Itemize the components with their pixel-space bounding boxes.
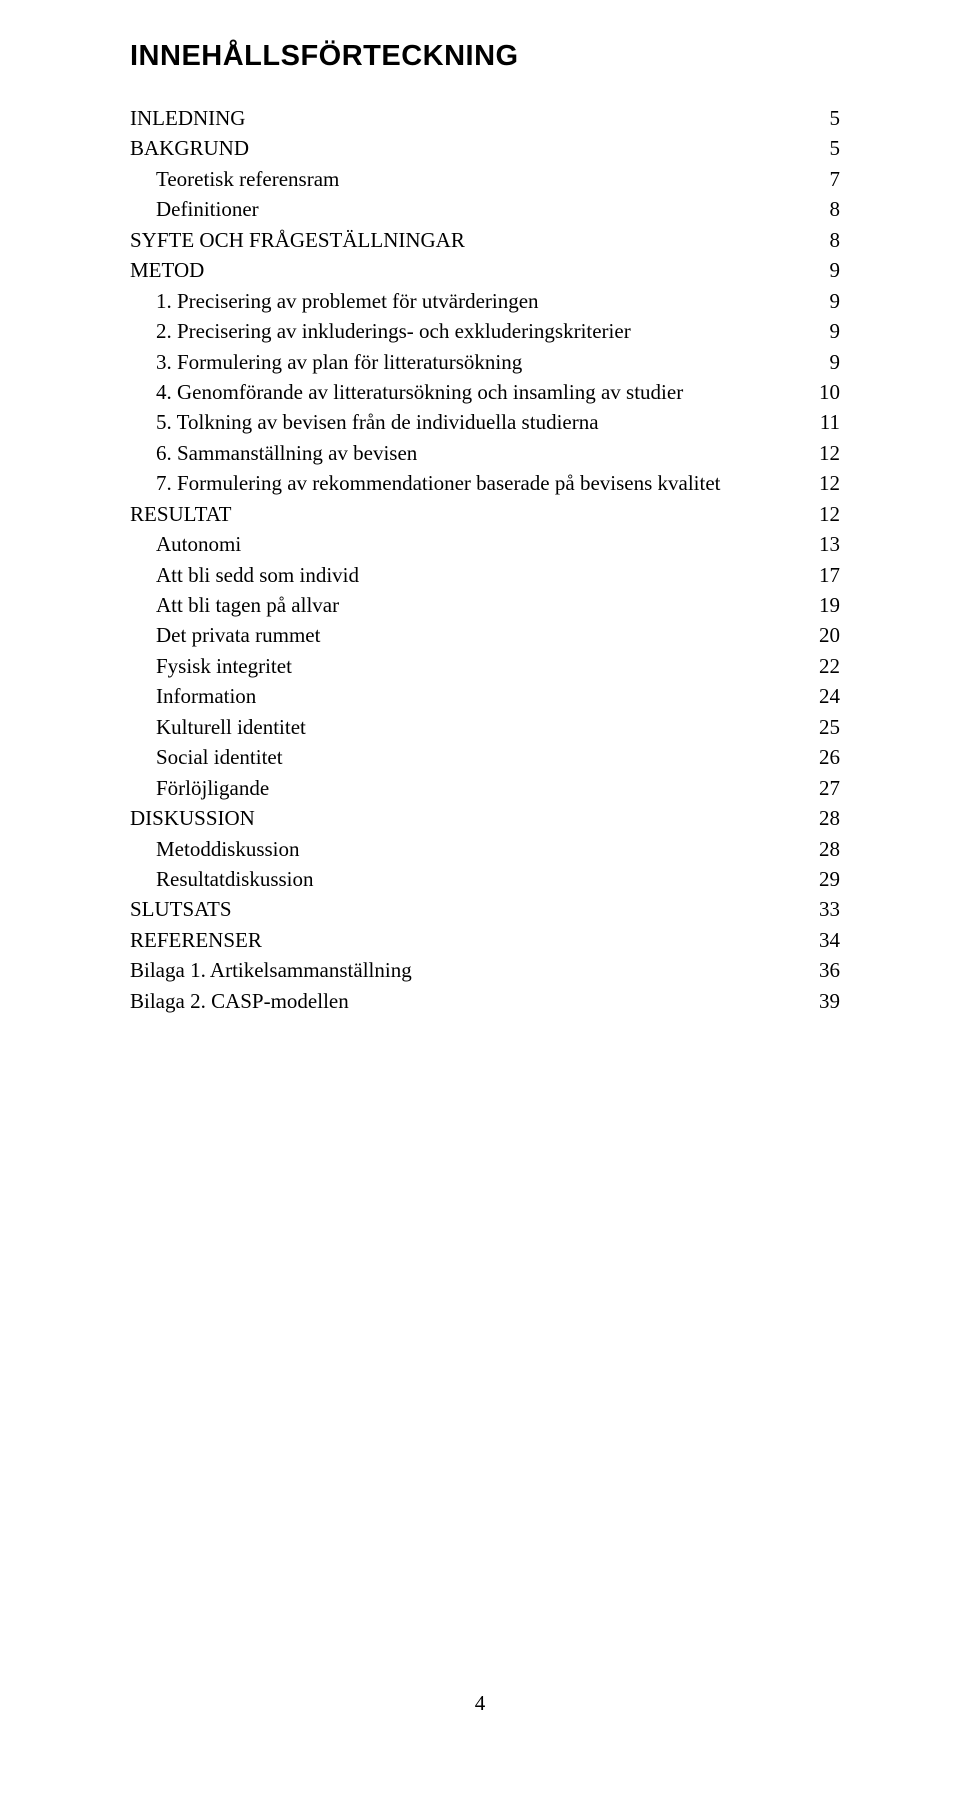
toc-entry: Att bli tagen på allvar 19 — [130, 590, 840, 620]
toc-entry-label: 4. Genomförande av litteratursökning och… — [156, 377, 683, 407]
toc-entry-page: 9 — [814, 316, 840, 346]
toc-entry: SYFTE OCH FRÅGESTÄLLNINGAR 8 — [130, 225, 840, 255]
toc-entry: SLUTSATS 33 — [130, 894, 840, 924]
toc-entry-page: 12 — [814, 499, 840, 529]
toc-entry-label: METOD — [130, 255, 204, 285]
page-title: INNEHÅLLSFÖRTECKNING — [130, 40, 840, 73]
toc-entry: Metoddiskussion 28 — [130, 834, 840, 864]
toc-entry-label: Autonomi — [156, 529, 241, 559]
toc-entry-page: 13 — [814, 529, 840, 559]
toc-entry-label: Att bli tagen på allvar — [156, 590, 339, 620]
toc-entry-label: Bilaga 2. CASP-modellen — [130, 986, 349, 1016]
toc-entry-page: 9 — [814, 286, 840, 316]
toc-entry-label: SYFTE OCH FRÅGESTÄLLNINGAR — [130, 225, 465, 255]
toc-entry: Bilaga 1. Artikelsammanställning 36 — [130, 955, 840, 985]
toc-entry-page: 8 — [814, 194, 840, 224]
toc-entry-label: DISKUSSION — [130, 803, 255, 833]
toc-entry: Att bli sedd som individ 17 — [130, 560, 840, 590]
toc-entry-label: 1. Precisering av problemet för utvärder… — [156, 286, 539, 316]
toc-entry: 4. Genomförande av litteratursökning och… — [130, 377, 840, 407]
toc-entry: Förlöjligande 27 — [130, 773, 840, 803]
toc-entry-page: 24 — [814, 681, 840, 711]
toc-entry-page: 11 — [814, 407, 840, 437]
toc-entry-page: 22 — [814, 651, 840, 681]
toc-entry-page: 5 — [814, 133, 840, 163]
toc-entry: Resultatdiskussion 29 — [130, 864, 840, 894]
toc-entry: RESULTAT 12 — [130, 499, 840, 529]
toc-entry-label: BAKGRUND — [130, 133, 249, 163]
toc-entry-page: 26 — [814, 742, 840, 772]
toc-entry: Fysisk integritet 22 — [130, 651, 840, 681]
toc-entry-label: Teoretisk referensram — [156, 164, 339, 194]
toc-entry: 6. Sammanställning av bevisen 12 — [130, 438, 840, 468]
toc-entry-page: 36 — [814, 955, 840, 985]
toc-entry: Kulturell identitet 25 — [130, 712, 840, 742]
toc-entry: 5. Tolkning av bevisen från de individue… — [130, 407, 840, 437]
toc-entry-label: Kulturell identitet — [156, 712, 306, 742]
toc-entry-label: Metoddiskussion — [156, 834, 300, 864]
toc-entry-page: 34 — [814, 925, 840, 955]
toc-entry-page: 12 — [814, 468, 840, 498]
toc-entry-label: REFERENSER — [130, 925, 262, 955]
toc-entry-label: Resultatdiskussion — [156, 864, 314, 894]
toc-entry-label: Att bli sedd som individ — [156, 560, 359, 590]
toc-entry: 7. Formulering av rekommendationer baser… — [130, 468, 840, 498]
toc-entry: DISKUSSION 28 — [130, 803, 840, 833]
toc-entry-label: 2. Precisering av inkluderings- och exkl… — [156, 316, 631, 346]
toc-entry: REFERENSER 34 — [130, 925, 840, 955]
toc-entry-label: Bilaga 1. Artikelsammanställning — [130, 955, 412, 985]
toc-entry: Teoretisk referensram 7 — [130, 164, 840, 194]
toc-entry-page: 9 — [814, 255, 840, 285]
page-number: 4 — [0, 1691, 960, 1716]
toc-entry: Definitioner 8 — [130, 194, 840, 224]
toc-entry-page: 5 — [814, 103, 840, 133]
toc-entry: INLEDNING 5 — [130, 103, 840, 133]
toc-entry-label: Fysisk integritet — [156, 651, 292, 681]
toc-entry-page: 19 — [814, 590, 840, 620]
toc-entry-page: 9 — [814, 347, 840, 377]
toc-entry: 3. Formulering av plan för litteratursök… — [130, 347, 840, 377]
toc-entry-label: 7. Formulering av rekommendationer baser… — [156, 468, 721, 498]
toc-entry-label: INLEDNING — [130, 103, 245, 133]
toc-entry-page: 25 — [814, 712, 840, 742]
document-page: INNEHÅLLSFÖRTECKNING INLEDNING 5 BAKGRUND 5… — [0, 0, 960, 1806]
toc-entry-label: 6. Sammanställning av bevisen — [156, 438, 417, 468]
toc-entry: 1. Precisering av problemet för utvärder… — [130, 286, 840, 316]
toc-entry-label: 5. Tolkning av bevisen från de individue… — [156, 407, 599, 437]
toc-entry-label: Social identitet — [156, 742, 283, 772]
toc-entry: METOD 9 — [130, 255, 840, 285]
toc-entry: Bilaga 2. CASP-modellen 39 — [130, 986, 840, 1016]
toc-entry-page: 17 — [814, 560, 840, 590]
toc-entry-page: 8 — [814, 225, 840, 255]
toc-entry-page: 29 — [814, 864, 840, 894]
toc-entry: Social identitet 26 — [130, 742, 840, 772]
toc-entry-label: 3. Formulering av plan för litteratursök… — [156, 347, 522, 377]
toc-entry-label: Information — [156, 681, 256, 711]
toc-entry: 2. Precisering av inkluderings- och exkl… — [130, 316, 840, 346]
toc-entry: Autonomi 13 — [130, 529, 840, 559]
toc-entry-page: 10 — [814, 377, 840, 407]
toc-entry: Det privata rummet 20 — [130, 620, 840, 650]
toc-entry-label: Det privata rummet — [156, 620, 320, 650]
toc-entry-page: 20 — [814, 620, 840, 650]
toc-entry-page: 28 — [814, 803, 840, 833]
toc-entry-page: 28 — [814, 834, 840, 864]
toc-entry-page: 27 — [814, 773, 840, 803]
toc-entry-page: 33 — [814, 894, 840, 924]
toc-entry-label: SLUTSATS — [130, 894, 232, 924]
toc-entry-label: Förlöjligande — [156, 773, 269, 803]
toc-entry-label: RESULTAT — [130, 499, 231, 529]
toc-entry-page: 12 — [814, 438, 840, 468]
toc-entry: Information 24 — [130, 681, 840, 711]
toc-entry-page: 7 — [814, 164, 840, 194]
toc-entry-page: 39 — [814, 986, 840, 1016]
table-of-contents: INLEDNING5BAKGRUND5Teoretisk referensram… — [130, 103, 840, 1016]
toc-entry: BAKGRUND 5 — [130, 133, 840, 163]
toc-entry-label: Definitioner — [156, 194, 259, 224]
